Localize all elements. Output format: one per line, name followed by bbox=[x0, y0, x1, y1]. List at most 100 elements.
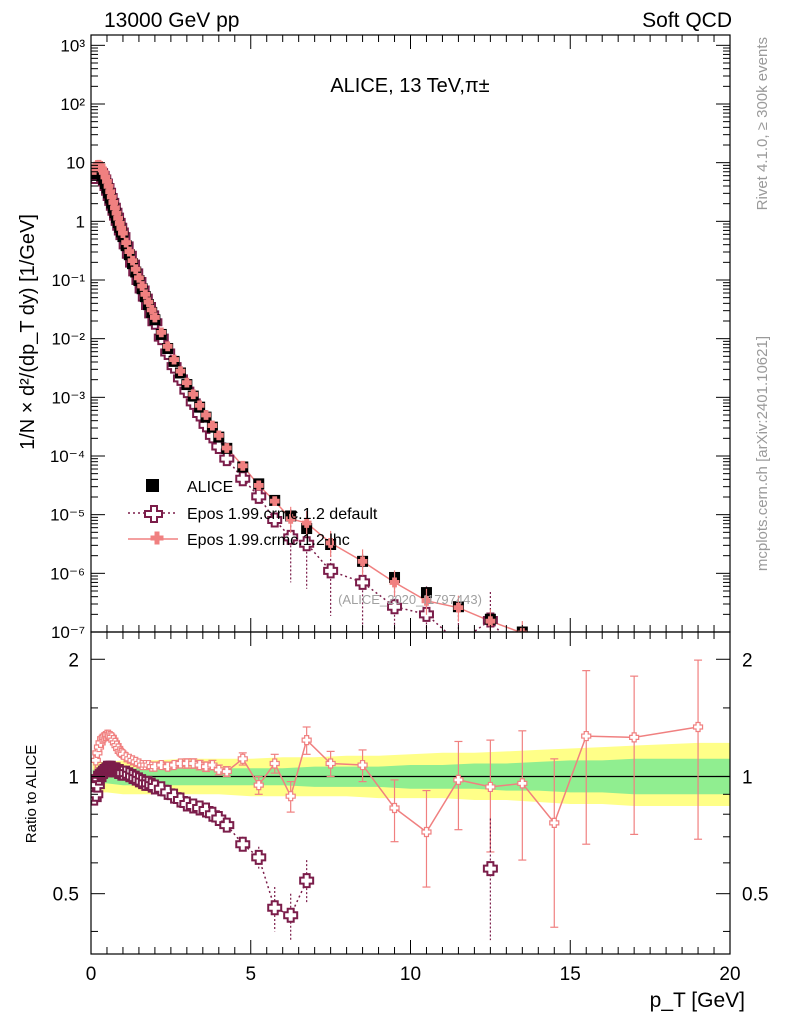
epos-default-point bbox=[235, 471, 251, 487]
epos-lhc-point bbox=[357, 556, 368, 567]
ratio-lhc-point bbox=[237, 753, 248, 764]
ratio-lhc-point bbox=[389, 802, 400, 814]
y-tick-label: 10⁻⁵ bbox=[50, 506, 85, 525]
ratio-y-tick-label-right: 1 bbox=[742, 767, 753, 788]
epos-lhc-point bbox=[156, 327, 167, 338]
ratio-default-point bbox=[267, 900, 283, 916]
y-tick-label: 10⁻⁷ bbox=[51, 623, 85, 642]
y-tick-label: 10⁻⁶ bbox=[50, 564, 85, 583]
rivet-version-label: Rivet 4.1.0, ≥ 300k events bbox=[754, 37, 771, 210]
ratio-lhc-point bbox=[301, 735, 312, 746]
legend-label-epos-lhc: Epos 1.99.crmc.1.2 lhc bbox=[187, 532, 350, 549]
alice-point bbox=[581, 649, 592, 660]
legend-label-epos-default: Epos 1.99.crmc.1.2 default bbox=[187, 506, 378, 523]
epos-default-point bbox=[355, 574, 371, 590]
x-tick-label: 5 bbox=[245, 964, 256, 985]
ratio-plot-area bbox=[91, 659, 730, 941]
ratio-lhc-point bbox=[285, 791, 296, 802]
y-tick-label: 10⁻⁴ bbox=[50, 447, 85, 466]
ratio-y-axis-label: Ratio to ALICE bbox=[23, 745, 40, 843]
legend-label-alice: ALICE bbox=[187, 479, 233, 496]
ratio-lhc-point bbox=[485, 781, 496, 793]
ratio-lhc-point bbox=[421, 826, 432, 838]
ratio-lhc-point bbox=[221, 766, 232, 777]
epos-default-point bbox=[267, 512, 283, 528]
epos-lhc-point bbox=[550, 646, 559, 655]
ratio-lhc-point bbox=[156, 759, 167, 771]
epos-lhc-point bbox=[630, 658, 639, 667]
legend-marker-epos-default bbox=[144, 505, 163, 523]
y-tick-label: 10³ bbox=[60, 36, 85, 55]
epos-lhc-point bbox=[221, 443, 232, 453]
collision-energy-label: 13000 GeV pp bbox=[104, 9, 239, 32]
x-axis-label: p_T [GeV] bbox=[650, 989, 745, 1012]
epos-default-point bbox=[219, 451, 235, 467]
process-label: Soft QCD bbox=[642, 9, 732, 32]
ratio-default-point bbox=[235, 836, 251, 852]
y-tick-label: 10⁻¹ bbox=[51, 271, 85, 290]
ratio-default-point bbox=[219, 817, 235, 833]
y-tick-label: 1 bbox=[76, 212, 85, 231]
ratio-lhc-point bbox=[549, 817, 560, 828]
legend-marker-epos-lhc bbox=[150, 531, 164, 545]
mcplots-source-label: mcplots.cern.ch [arXiv:2401.10621] bbox=[754, 336, 771, 571]
epos-lhc-point bbox=[175, 366, 186, 376]
epos-default-point bbox=[251, 488, 267, 504]
ratio-lhc-point bbox=[357, 759, 368, 771]
ratio-default-point bbox=[299, 873, 315, 889]
ratio-y-tick-label-right: 2 bbox=[742, 650, 753, 671]
ratio-default-point bbox=[283, 907, 299, 923]
ratio-lhc-point bbox=[194, 759, 205, 771]
epos-lhc-point bbox=[453, 602, 464, 613]
ratio-lhc-point bbox=[325, 758, 336, 769]
y-tick-label: 10⁻³ bbox=[51, 388, 85, 407]
y-tick-label: 10 bbox=[66, 154, 85, 173]
epos-default-point bbox=[516, 654, 529, 667]
ratio-y-tick-label: 1 bbox=[68, 767, 79, 788]
epos-lhc-point bbox=[237, 460, 248, 471]
epos-lhc-point bbox=[325, 538, 336, 548]
main-axes: 10⁻⁷ 10⁻⁶ 10⁻⁵ 10⁻⁴ 10⁻³ 10⁻² 10⁻¹ 1 10 10² 10³ bbox=[50, 35, 731, 642]
ratio-lhc-point bbox=[269, 758, 280, 769]
x-tick-label: 10 bbox=[400, 964, 421, 985]
y-tick-label: 10² bbox=[60, 95, 85, 114]
ratio-lhc-point bbox=[188, 758, 199, 769]
epos-lhc-point bbox=[194, 400, 205, 411]
y-axis-label: 1/N × d²/(dp_T dy) [1/GeV] bbox=[17, 214, 39, 450]
ratio-y-tick-label: 0.5 bbox=[53, 885, 79, 906]
epos-lhc-point bbox=[389, 577, 400, 588]
ratio-axes: 0.5 0.51 12 20 5 10 15 20 bbox=[53, 632, 768, 985]
ratio-default-point bbox=[482, 861, 498, 877]
epos-lhc-point bbox=[485, 616, 496, 627]
ratio-lhc-point bbox=[692, 721, 704, 733]
epos-lhc-point bbox=[181, 377, 192, 388]
epos-lhc-point bbox=[169, 354, 179, 365]
alice-point bbox=[549, 638, 560, 649]
epos-lhc-point bbox=[162, 341, 173, 352]
ratio-lhc-point bbox=[453, 774, 464, 785]
x-tick-label: 15 bbox=[560, 964, 581, 985]
plot-title: ALICE, 13 TeV,π± bbox=[330, 75, 489, 97]
analysis-id-label: (ALICE_2020_I1797443) bbox=[338, 592, 482, 607]
epos-lhc-point bbox=[188, 389, 199, 400]
epos-lhc-point bbox=[285, 513, 296, 524]
x-tick-label: 0 bbox=[86, 964, 97, 985]
epos-default-point bbox=[323, 563, 339, 579]
legend-marker-alice bbox=[146, 479, 159, 492]
epos-lhc-point bbox=[207, 420, 218, 431]
epos-default-point bbox=[283, 529, 299, 545]
ratio-lhc-point bbox=[581, 730, 592, 742]
x-tick-label: 20 bbox=[719, 964, 740, 985]
ratio-lhc-point bbox=[629, 732, 640, 743]
alice-point bbox=[629, 663, 640, 674]
epos-lhc-point bbox=[150, 312, 160, 323]
ratio-lhc-point bbox=[213, 764, 224, 775]
main-plot-area bbox=[91, 159, 640, 674]
epos-lhc-point bbox=[301, 518, 312, 528]
ratio-lhc-point bbox=[517, 778, 528, 789]
epos-lhc-point bbox=[421, 595, 432, 606]
epos-lhc-point bbox=[201, 410, 211, 420]
epos-lhc-point bbox=[582, 644, 591, 653]
epos-lhc-point bbox=[253, 480, 264, 491]
